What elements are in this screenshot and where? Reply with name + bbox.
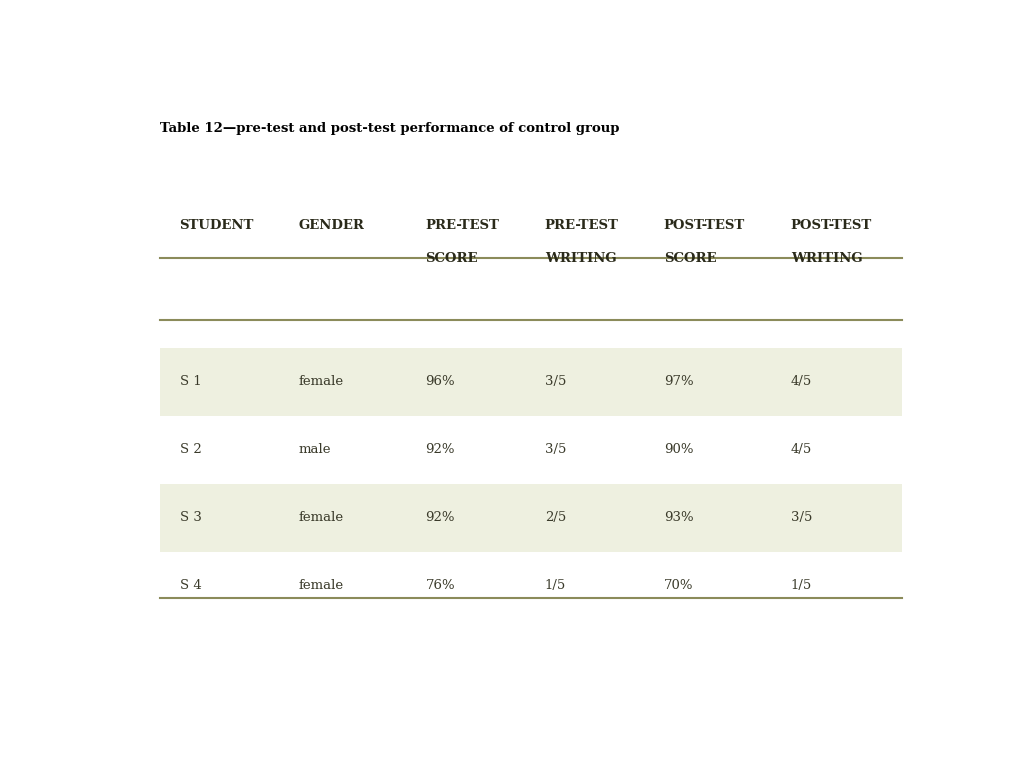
Text: 92%: 92%	[426, 511, 455, 524]
Text: female: female	[299, 375, 344, 388]
FancyBboxPatch shape	[160, 551, 902, 620]
Text: 2/5: 2/5	[545, 511, 566, 524]
Text: 90%: 90%	[664, 443, 693, 456]
Text: 76%: 76%	[426, 579, 456, 592]
Text: 4/5: 4/5	[791, 375, 812, 388]
Text: PRE-TEST: PRE-TEST	[545, 219, 618, 232]
Text: female: female	[299, 579, 344, 592]
Text: SCORE: SCORE	[664, 253, 716, 266]
Text: 3/5: 3/5	[791, 511, 812, 524]
Text: PRE-TEST: PRE-TEST	[426, 219, 500, 232]
FancyBboxPatch shape	[160, 415, 902, 484]
Text: GENDER: GENDER	[299, 219, 365, 232]
Text: SCORE: SCORE	[426, 253, 478, 266]
Text: S 3: S 3	[179, 511, 202, 524]
Text: male: male	[299, 443, 331, 456]
Text: WRITING: WRITING	[791, 253, 862, 266]
Text: 97%: 97%	[664, 375, 693, 388]
Text: STUDENT: STUDENT	[179, 219, 254, 232]
Text: WRITING: WRITING	[545, 253, 616, 266]
Text: Table 12—pre-test and post-test performance of control group: Table 12—pre-test and post-test performa…	[160, 121, 620, 134]
Text: 4/5: 4/5	[791, 443, 812, 456]
Text: 96%: 96%	[426, 375, 456, 388]
Text: 3/5: 3/5	[545, 375, 566, 388]
FancyBboxPatch shape	[160, 484, 902, 551]
Text: 93%: 93%	[664, 511, 693, 524]
Text: 1/5: 1/5	[791, 579, 812, 592]
Text: 92%: 92%	[426, 443, 455, 456]
Text: 70%: 70%	[664, 579, 693, 592]
Text: POST-TEST: POST-TEST	[791, 219, 871, 232]
Text: 1/5: 1/5	[545, 579, 566, 592]
Text: female: female	[299, 511, 344, 524]
Text: POST-TEST: POST-TEST	[664, 219, 744, 232]
Text: S 1: S 1	[179, 375, 202, 388]
FancyBboxPatch shape	[160, 348, 902, 415]
Text: S 2: S 2	[179, 443, 202, 456]
Text: 3/5: 3/5	[545, 443, 566, 456]
Text: S 4: S 4	[179, 579, 202, 592]
